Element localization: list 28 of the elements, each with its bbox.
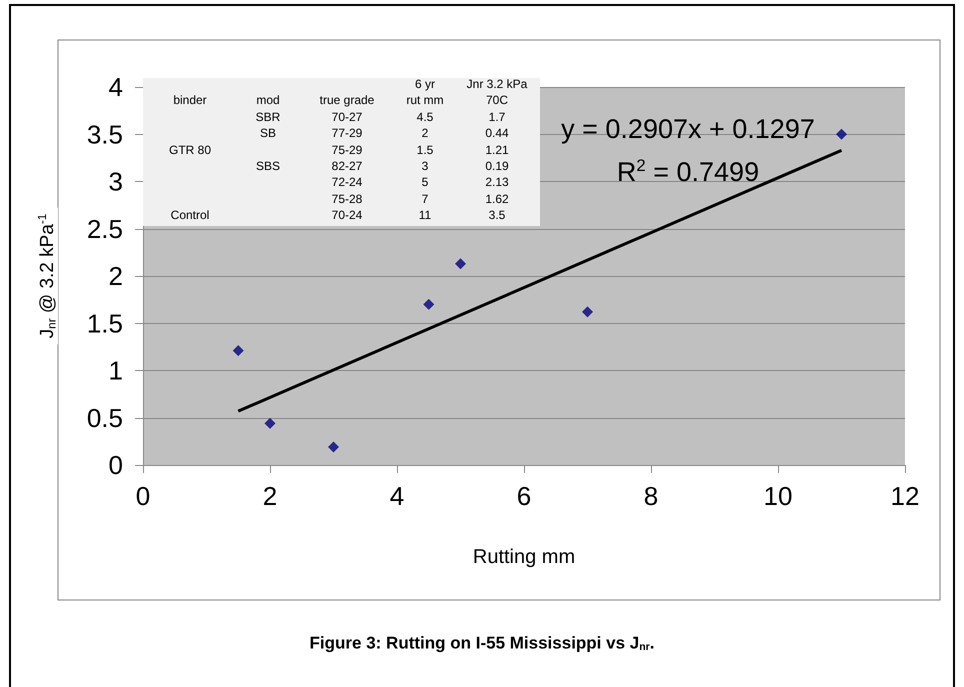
x-axis-title: Rutting mm [472,546,576,568]
x-tick-label: 6 [516,481,532,511]
y-tick-label: 3 [108,166,123,196]
x-tick-label: 4 [390,481,404,511]
y-tick-label: 2.5 [86,214,123,244]
point [423,298,434,310]
x-tick-label: 2 [262,481,278,511]
x-tick-label: 10 [764,481,792,511]
table-panel: 6 yr Jnr 3.2 kPa binder mod true grade rut mm 70C SBR 70-27 4.5 1.7 SB 77-29 2 0.44 GTR 80 75-29 1.5 1.21 SBS 82-27 3 0.19 72-24 5 2.13 75-28 7 1.62 Control 70-24 11 3.5 [143,78,540,226]
point [582,306,593,318]
point [328,442,339,453]
point [455,258,466,270]
y-tick-label: 2 [108,261,123,291]
y-tick-label: 1 [108,356,123,386]
y-axis-title: Jnr @ 3.2 kPa-1 [36,214,58,338]
point [836,128,847,140]
y-tick-label: 0.5 [86,402,123,433]
y-tick-label: 4 [108,72,123,102]
x-tick-label: 8 [644,481,658,511]
y-tick-label: 0 [108,450,123,480]
y-tick-label: 1.5 [86,308,123,338]
annotation: y = 0.2907x + 0.1297 [561,114,815,144]
point [232,345,244,356]
x-tick-label: 0 [136,481,150,511]
caption: Figure 3: Rutting on I-55 Mississippi vs Jnr. [310,634,654,653]
x-tick-label: 12 [890,481,920,511]
y-tick-label: 3.5 [86,119,123,150]
point [264,418,276,429]
